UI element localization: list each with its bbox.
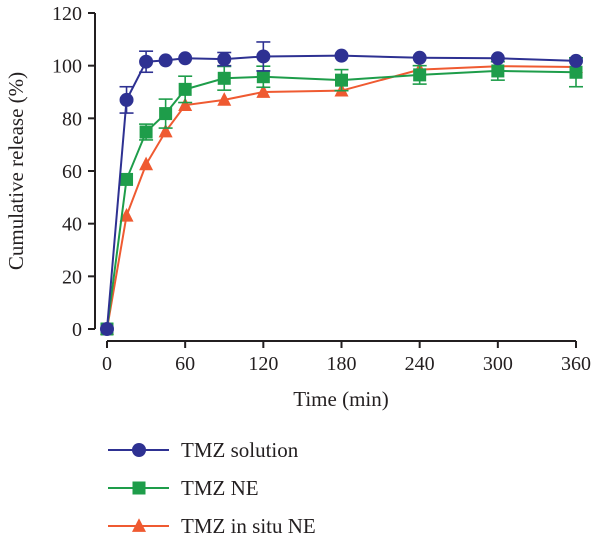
data-point [139, 125, 153, 139]
data-point [119, 92, 134, 107]
legend-marker [132, 481, 146, 495]
x-tick-label: 60 [175, 353, 195, 375]
series-line [106, 65, 577, 330]
x-tick-label: 120 [248, 353, 278, 375]
data-point [178, 82, 192, 96]
series-line [106, 54, 577, 330]
x-axis-title: Time (min) [293, 387, 388, 411]
y-tick-label: 100 [52, 56, 82, 78]
legend-label: TMZ in situ NE [181, 514, 316, 538]
data-point [100, 322, 114, 336]
data-point [217, 71, 231, 85]
data-point [178, 51, 193, 66]
legend-item: TMZ in situ NE [108, 514, 316, 538]
axes: 0 20 40 60 80 100 120 0 60 120 180 240 300 360 Time (m… [4, 3, 591, 411]
x-tick-label: 240 [405, 353, 435, 375]
y-tick-label: 120 [52, 3, 82, 25]
data-point [119, 207, 134, 222]
data-point [569, 53, 583, 68]
data-point [139, 156, 154, 171]
legend-item: TMZ solution [108, 438, 299, 462]
data-point [491, 64, 505, 78]
data-point [334, 48, 349, 63]
x-tick-label: 300 [483, 353, 513, 375]
data-point [158, 53, 173, 68]
y-tick-label: 40 [62, 214, 82, 236]
data-point [178, 97, 193, 112]
data-point [120, 172, 134, 186]
legend: TMZ solution TMZ NE TMZ in situ NE [108, 438, 316, 538]
data-point [158, 123, 173, 138]
legend-label: TMZ NE [181, 476, 259, 500]
x-tick-label: 360 [561, 353, 591, 375]
y-tick-label: 20 [62, 266, 82, 288]
y-tick-label: 80 [62, 108, 82, 130]
data-point [256, 84, 271, 98]
data-point [217, 52, 232, 67]
x-tick-label: 180 [327, 353, 357, 375]
data-point [217, 92, 232, 106]
legend-label: TMZ solution [181, 438, 299, 462]
data-point [569, 65, 583, 79]
data-point [139, 54, 154, 69]
data-point [335, 73, 348, 87]
legend-marker [132, 443, 146, 457]
legend-item: TMZ NE [108, 476, 259, 500]
data-point [490, 51, 505, 66]
data-point [256, 49, 271, 64]
legend-marker [132, 518, 146, 532]
data-point [413, 68, 427, 82]
series-circle [100, 41, 583, 336]
y-tick-label: 60 [62, 161, 82, 183]
series-layer [100, 41, 583, 336]
data-point [412, 50, 427, 65]
x-tick-label: 0 [102, 353, 112, 375]
y-axis-title: Cumulative release (%) [4, 72, 28, 270]
series-square [100, 56, 583, 336]
series-line [106, 69, 577, 330]
data-point [256, 70, 270, 84]
y-tick-label: 0 [72, 319, 82, 341]
data-point [159, 107, 173, 121]
